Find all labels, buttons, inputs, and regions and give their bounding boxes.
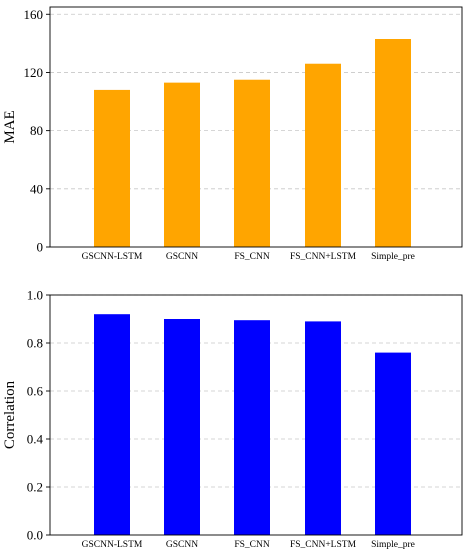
bar-fs-cnn [234, 79, 270, 248]
x-tick-label: FS_CNN [234, 540, 270, 550]
x-tick-label: FS_CNN+LSTM [290, 252, 357, 262]
y-tick-label: 160 [24, 7, 44, 22]
bar-fs-cnn [234, 320, 270, 535]
y-tick-label: 1.0 [27, 288, 43, 303]
x-tick-label: FS_CNN [234, 252, 270, 262]
y-tick-label: 120 [24, 65, 44, 80]
axes-frame [49, 6, 463, 248]
bar-gscnn-lstm [94, 314, 130, 535]
y-tick-label: 0.2 [27, 480, 43, 495]
x-tick-label: FS_CNN+LSTM [290, 540, 357, 550]
x-tick-label: GSCNN [166, 252, 198, 262]
y-axis-label: MAE [2, 110, 18, 143]
bar-simple-pre [375, 39, 411, 247]
x-tick-label: GSCNN [166, 540, 198, 550]
y-tick-label: 0 [37, 240, 44, 255]
y-tick-label: 0.4 [27, 432, 44, 447]
x-tick-label: GSCNN-LSTM [82, 540, 143, 550]
y-axis-label: Correlation [2, 380, 18, 449]
x-tick-label: Simple_pre [371, 540, 415, 550]
y-tick-label: 0.0 [27, 528, 43, 543]
bar-gscnn [164, 319, 200, 535]
bar-simple-pre [375, 352, 411, 535]
y-tick-label: 0.8 [27, 336, 43, 351]
y-tick-label: 0.6 [27, 384, 44, 399]
x-tick-label: Simple_pre [371, 252, 415, 262]
x-tick-label: GSCNN-LSTM [82, 252, 143, 262]
mae-bar-chart: 0 40 80 120 160 GSCNN-LSTM GSCNN FS_CNN FS_CNN+L… [2, 6, 463, 262]
bar-fs-cnn-lstm [305, 63, 341, 248]
axes-frame [49, 294, 463, 536]
correlation-bar-chart: 0.0 0.2 0.4 0.6 0.8 1.0 GSCNN-LSTM GSCNN FS_CNN F… [2, 288, 463, 550]
y-tick-label: 80 [30, 123, 43, 138]
bar-gscnn-lstm [94, 89, 130, 247]
y-tick-label: 40 [30, 181, 43, 196]
bar-fs-cnn-lstm [305, 321, 341, 535]
bar-gscnn [164, 82, 200, 248]
